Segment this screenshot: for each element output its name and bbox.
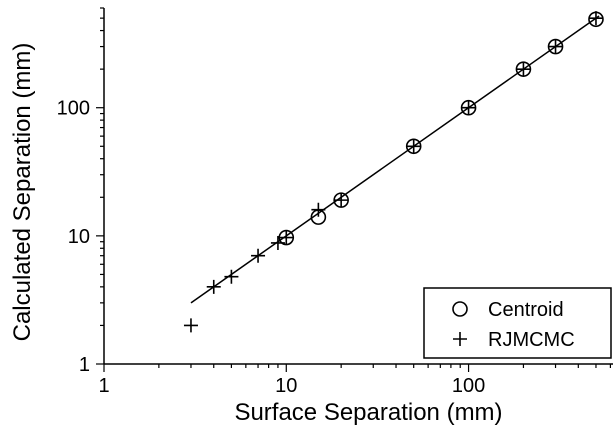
rjmcmc-point: [461, 100, 476, 115]
y-tick-label: 1: [79, 354, 90, 376]
rjmcmc-point: [406, 139, 421, 154]
x-tick-label: 10: [275, 375, 297, 397]
y-tick-label: 100: [57, 98, 90, 120]
rjmcmc-point: [516, 62, 531, 77]
x-tick-label: 100: [452, 375, 485, 397]
y-tick-label: 10: [68, 226, 90, 248]
rjmcmc-point: [206, 279, 221, 294]
legend-label-rjmcmc: RJMCMC: [488, 329, 575, 351]
fit-line-group: [190, 15, 600, 304]
legend-circle-marker: [452, 301, 468, 317]
legend: Centroid RJMCMC: [423, 287, 612, 359]
rjmcmc-point: [270, 235, 285, 250]
legend-plus-symbol: [453, 332, 467, 346]
legend-plus-marker: [453, 332, 467, 346]
x-tick-label: 1: [98, 375, 109, 397]
y-axis-title: Calculated Separation (mm): [9, 43, 36, 342]
rjmcmc-point: [183, 318, 198, 333]
x-axis-title: Surface Separation (mm): [234, 399, 502, 426]
legend-box: [423, 287, 612, 359]
legend-circle-symbol: [452, 301, 468, 317]
rjmcmc-point: [588, 11, 603, 26]
rjmcmc-point: [251, 248, 266, 263]
rjmcmc-point: [224, 269, 239, 284]
axes: [103, 8, 613, 365]
rjmcmc-point: [311, 202, 326, 217]
fit-line: [190, 15, 600, 304]
ticks: 1 10 100 1 10 100: [57, 7, 612, 397]
legend-label-centroid: Centroid: [488, 299, 564, 321]
rjmcmc-point: [548, 39, 563, 54]
rjmcmc-point: [279, 230, 294, 245]
rjmcmc-point: [334, 193, 349, 208]
data-marks: [183, 11, 604, 333]
